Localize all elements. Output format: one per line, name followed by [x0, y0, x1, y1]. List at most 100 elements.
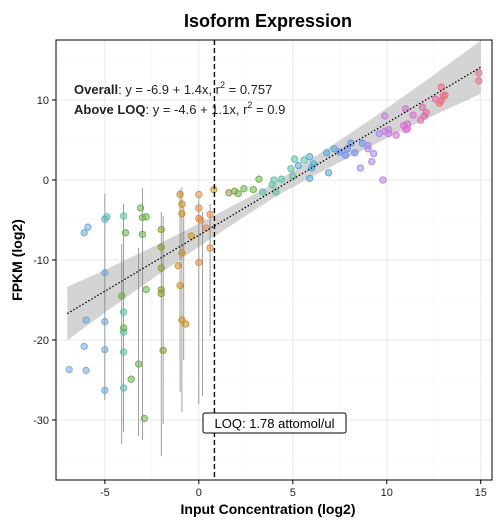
- data-point: [418, 103, 427, 111]
- data-point: [272, 188, 280, 196]
- y-axis-label: FPKM (log2): [9, 219, 25, 301]
- data-point: [255, 175, 263, 183]
- above-loq-r2-value: = 0.9: [252, 102, 285, 117]
- data-point: [120, 308, 128, 316]
- data-point: [206, 244, 214, 252]
- x-tick-label: 15: [475, 487, 487, 499]
- data-point: [120, 212, 128, 220]
- data-point: [379, 176, 387, 184]
- data-point: [277, 175, 286, 183]
- data-point: [206, 210, 214, 219]
- regression-annotations: Overall: y = -6.9 + 1.4x, r2 = 0.757 Abo…: [74, 80, 285, 117]
- data-point: [306, 153, 314, 161]
- data-point: [409, 111, 417, 119]
- data-point: [176, 190, 184, 199]
- data-point: [118, 292, 126, 300]
- y-tick-label: -20: [33, 335, 49, 347]
- above-loq-r2-superscript: 2: [247, 100, 252, 110]
- data-point: [101, 269, 109, 277]
- data-point: [136, 204, 145, 212]
- data-point: [103, 213, 111, 221]
- data-point: [127, 375, 135, 383]
- data-point: [140, 414, 148, 423]
- data-point: [120, 324, 128, 332]
- data-point: [322, 149, 331, 157]
- data-point: [157, 225, 165, 234]
- data-point: [324, 169, 333, 177]
- data-point: [176, 281, 184, 290]
- data-point: [182, 320, 190, 328]
- data-point: [392, 131, 400, 139]
- data-point: [291, 155, 299, 163]
- data-point: [101, 386, 109, 395]
- data-point: [101, 317, 109, 326]
- data-point: [142, 285, 150, 294]
- data-point: [368, 157, 376, 166]
- data-point: [120, 384, 128, 392]
- data-point: [234, 189, 242, 198]
- data-point: [300, 156, 308, 164]
- data-point: [159, 346, 167, 355]
- data-point: [84, 223, 92, 231]
- y-tick-label: -30: [33, 415, 49, 427]
- chart-title: Isoform Expression: [184, 11, 352, 31]
- data-point: [195, 258, 203, 267]
- loq-label-box: LOQ: 1.78 attomol/ul: [202, 412, 347, 434]
- plot-panel: -5 0 5 10 15 10 0 -10 -20 -30: [33, 39, 493, 499]
- data-point: [356, 164, 365, 172]
- data-point: [80, 342, 88, 351]
- data-point: [138, 230, 147, 239]
- data-point: [157, 243, 165, 251]
- data-point: [403, 125, 412, 133]
- data-point: [82, 316, 90, 324]
- data-point: [195, 190, 203, 199]
- data-point: [306, 174, 314, 183]
- data-point: [178, 209, 186, 218]
- data-point: [369, 149, 378, 158]
- data-point: [437, 83, 445, 91]
- data-point: [294, 161, 303, 170]
- data-point: [178, 200, 186, 208]
- overall-r2-superscript: 2: [220, 80, 225, 90]
- data-point: [65, 365, 73, 374]
- data-point: [82, 366, 90, 375]
- loq-label: LOQ: 1.78 attomol/ul: [215, 416, 335, 431]
- data-point: [475, 69, 483, 77]
- data-point: [309, 160, 318, 168]
- x-axis-label: Input Concentration (log2): [181, 501, 356, 517]
- data-point: [351, 149, 359, 157]
- overall-r2-value: = 0.757: [225, 82, 272, 97]
- data-point: [178, 249, 186, 257]
- data-point: [384, 129, 393, 138]
- above-loq-equation: : y = -4.6 + 1.1x, r: [146, 102, 249, 117]
- data-point: [259, 188, 267, 196]
- data-point: [142, 213, 150, 221]
- x-tick-label: 5: [290, 487, 296, 499]
- data-point: [101, 345, 109, 354]
- data-point: [364, 145, 372, 153]
- data-point: [249, 185, 257, 194]
- data-point: [135, 360, 143, 368]
- loq-box: [202, 412, 347, 434]
- overall-equation: : y = -6.9 + 1.4x, r: [118, 82, 221, 97]
- data-point: [422, 109, 430, 117]
- y-tick-label: -10: [33, 255, 49, 267]
- x-tick-label: 10: [381, 487, 393, 499]
- overall-annotation: Overall: y = -6.9 + 1.4x, r2 = 0.757: [74, 80, 272, 97]
- x-tick-label: -5: [100, 487, 110, 499]
- data-point: [174, 261, 182, 270]
- data-point: [330, 145, 338, 153]
- data-point: [287, 165, 295, 173]
- y-tick-label: 10: [37, 95, 49, 107]
- data-point: [475, 77, 483, 85]
- above-loq-label: Above LOQ: [74, 102, 146, 117]
- data-point: [120, 348, 128, 356]
- above-loq-annotation: Above LOQ: y = -4.6 + 1.1x, r2 = 0.9: [74, 100, 285, 117]
- data-point: [240, 185, 248, 193]
- y-tick-label: 0: [43, 175, 49, 187]
- data-point: [381, 112, 389, 120]
- data-point: [439, 92, 447, 100]
- data-point: [435, 99, 444, 107]
- data-point: [341, 151, 350, 159]
